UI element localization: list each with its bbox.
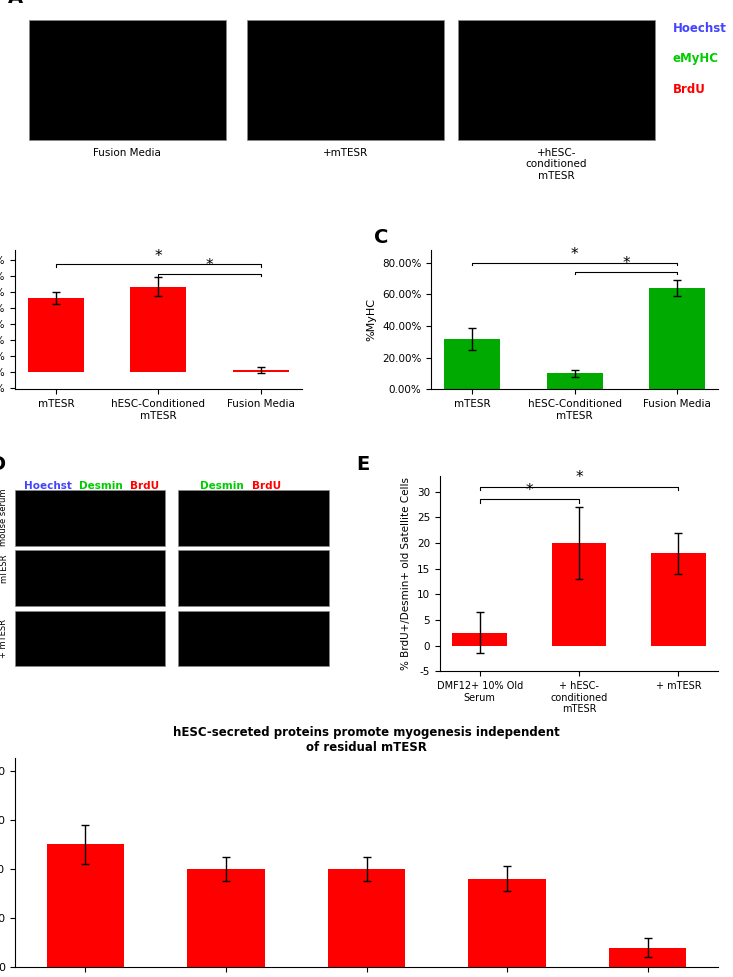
Bar (444, 339, 501, 389)
FancyBboxPatch shape (15, 489, 165, 545)
Text: Hoechst: Hoechst (24, 482, 72, 491)
Text: D: D (0, 455, 5, 475)
Text: +hESC-
conditioned
mTESR: +hESC- conditioned mTESR (526, 148, 587, 181)
Title: hESC-secreted proteins promote myogenesis independent
of residual mTESR: hESC-secreted proteins promote myogenesi… (173, 726, 560, 754)
FancyBboxPatch shape (178, 550, 328, 606)
Text: *: * (155, 249, 162, 264)
Text: A: A (7, 0, 23, 7)
FancyBboxPatch shape (15, 550, 165, 606)
Text: +mTESR: +mTESR (323, 148, 368, 157)
Bar (649, 288, 705, 389)
Bar (547, 373, 603, 389)
Text: + mTESR: + mTESR (0, 619, 8, 658)
Text: + hESC-
conditioned
mTESR: + hESC- conditioned mTESR (0, 553, 8, 603)
Text: *: * (575, 470, 583, 485)
Text: BrdU: BrdU (673, 83, 705, 96)
Text: Fusion Media: Fusion Media (93, 148, 161, 157)
Bar (468, 878, 546, 967)
Text: BrdU: BrdU (251, 482, 281, 491)
Bar (328, 869, 405, 967)
Text: Hoechst: Hoechst (673, 21, 726, 34)
Bar (452, 633, 507, 646)
Bar (47, 844, 124, 967)
Bar (609, 948, 686, 967)
Text: *: * (571, 247, 578, 262)
Text: *: * (622, 257, 630, 272)
Text: BrdU: BrdU (130, 482, 159, 491)
Bar (130, 287, 186, 371)
Text: *: * (206, 258, 213, 274)
FancyBboxPatch shape (29, 21, 226, 140)
Text: E: E (356, 455, 369, 475)
Text: eMyHC: eMyHC (673, 53, 718, 65)
Bar (187, 869, 265, 967)
Text: Desmin: Desmin (78, 482, 122, 491)
Text: C: C (374, 229, 388, 247)
Text: Basal Medium
with 10% old
mouse serum: Basal Medium with 10% old mouse serum (0, 488, 8, 547)
Y-axis label: % BrdU+/Desmin+ old Satellite Cells: % BrdU+/Desmin+ old Satellite Cells (401, 478, 411, 670)
FancyBboxPatch shape (178, 611, 328, 666)
FancyBboxPatch shape (178, 489, 328, 545)
Bar (232, 370, 289, 371)
Y-axis label: %MyHC: %MyHC (366, 298, 377, 341)
FancyBboxPatch shape (247, 21, 444, 140)
Bar (552, 543, 606, 646)
Text: Desmin: Desmin (200, 482, 244, 491)
Text: *: * (526, 483, 533, 498)
FancyBboxPatch shape (15, 611, 165, 666)
Bar (28, 298, 84, 371)
FancyBboxPatch shape (458, 21, 655, 140)
Bar (651, 553, 706, 646)
